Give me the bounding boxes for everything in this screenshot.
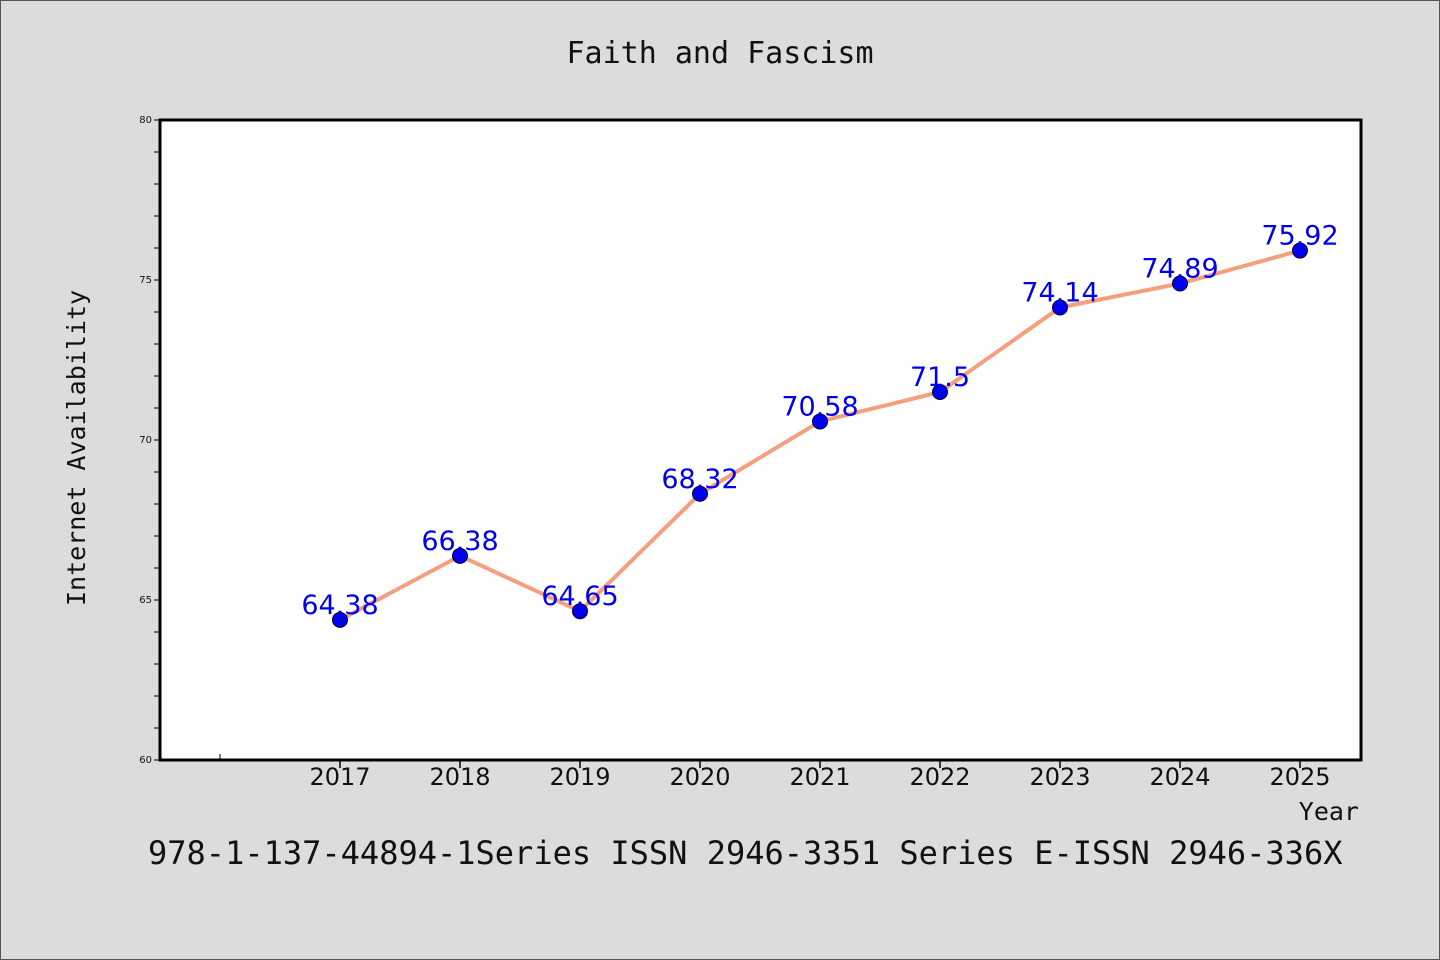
x-tick-label: 2017 — [309, 763, 370, 791]
series-group: 64.38 66.38 64.65 68.32 70.58 71.5 74.14 74.89 7… — [301, 221, 1339, 628]
data-label: 68.32 — [661, 464, 738, 495]
data-label: 64.38 — [301, 590, 378, 621]
data-point — [1052, 299, 1068, 316]
chart-title: Faith and Fascism — [566, 36, 873, 71]
data-label: 66.38 — [421, 526, 498, 557]
data-point — [1172, 275, 1188, 292]
x-tick-label: 2024 — [1149, 763, 1210, 791]
x-tick-label: 2020 — [669, 763, 730, 791]
isbn-issn-footnote: 978-1-137-44894-1Series ISSN 2946-3351 S… — [148, 834, 1342, 872]
x-tick-label: 2018 — [429, 763, 490, 791]
x-tick-label: 2019 — [549, 763, 610, 791]
x-tick-label: 2022 — [909, 763, 970, 791]
y-tick-label: 60 — [139, 755, 152, 766]
x-tick-label: 2021 — [789, 763, 850, 791]
y-axis: 60 65 70 75 80 — [139, 115, 160, 766]
y-axis-label: Internet Availability — [62, 290, 91, 606]
y-tick-label: 70 — [139, 435, 152, 446]
plot-area — [158, 118, 1363, 762]
data-point — [332, 611, 348, 628]
data-point — [452, 547, 468, 564]
data-label: 75.92 — [1261, 221, 1338, 252]
data-label: 64.65 — [541, 581, 618, 612]
y-tick-label: 75 — [139, 275, 152, 286]
data-point — [572, 603, 588, 620]
x-axis-label: Year — [1299, 797, 1359, 826]
data-label: 70.58 — [781, 391, 858, 422]
data-point — [812, 413, 828, 430]
x-tick-label: 2023 — [1029, 763, 1090, 791]
x-axis: 2017 2018 2019 2020 2021 2022 2023 2024 2025 — [219, 754, 1331, 791]
y-tick-label: 80 — [139, 115, 152, 126]
data-point — [932, 384, 948, 400]
data-label: 71.5 — [910, 362, 970, 393]
data-label: 74.14 — [1021, 278, 1098, 309]
data-point — [1292, 242, 1308, 259]
y-tick-label: 65 — [139, 595, 152, 606]
data-label: 74.89 — [1141, 254, 1218, 285]
data-point — [692, 485, 708, 502]
x-tick-label: 2025 — [1269, 763, 1330, 791]
